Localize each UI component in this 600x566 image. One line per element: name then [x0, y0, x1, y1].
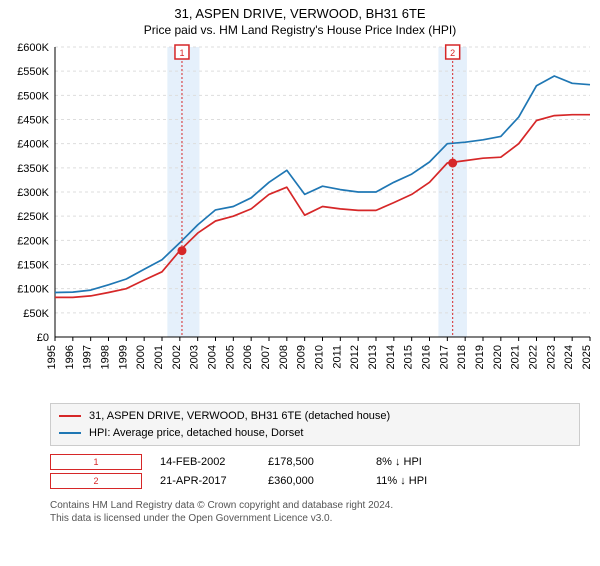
- svg-text:2009: 2009: [296, 345, 308, 369]
- svg-text:2005: 2005: [224, 345, 236, 369]
- sales-table: 1 14-FEB-2002 £178,500 8% ↓ HPI 2 21-APR…: [50, 454, 580, 489]
- sale-marker-icon: 1: [50, 454, 142, 470]
- svg-text:1998: 1998: [100, 345, 112, 369]
- svg-text:2023: 2023: [545, 345, 557, 369]
- svg-text:£0: £0: [37, 332, 49, 344]
- legend-swatch: [59, 432, 81, 434]
- svg-text:2017: 2017: [438, 345, 450, 369]
- svg-text:£300K: £300K: [17, 187, 49, 199]
- svg-text:2019: 2019: [474, 345, 486, 369]
- svg-text:2003: 2003: [189, 345, 201, 369]
- svg-text:£550K: £550K: [17, 66, 49, 78]
- sale-price: £360,000: [268, 475, 358, 487]
- legend-label: HPI: Average price, detached house, Dors…: [89, 425, 303, 442]
- svg-text:£400K: £400K: [17, 139, 49, 151]
- svg-text:£250K: £250K: [17, 211, 49, 223]
- svg-text:2012: 2012: [349, 345, 361, 369]
- svg-text:2015: 2015: [403, 345, 415, 369]
- sale-marker-icon: 2: [50, 473, 142, 489]
- sale-price: £178,500: [268, 456, 358, 468]
- svg-text:1995: 1995: [46, 345, 58, 369]
- legend-item-hpi: HPI: Average price, detached house, Dors…: [59, 425, 571, 442]
- svg-text:2001: 2001: [153, 345, 165, 369]
- svg-text:2014: 2014: [385, 345, 397, 369]
- svg-text:2024: 2024: [563, 345, 575, 369]
- sale-delta: 11% ↓ HPI: [376, 475, 466, 487]
- svg-text:£350K: £350K: [17, 163, 49, 175]
- sale-date: 14-FEB-2002: [160, 456, 250, 468]
- svg-text:£200K: £200K: [17, 235, 49, 247]
- svg-text:2004: 2004: [207, 345, 219, 369]
- legend-item-property: 31, ASPEN DRIVE, VERWOOD, BH31 6TE (deta…: [59, 408, 571, 425]
- svg-text:2020: 2020: [492, 345, 504, 369]
- sale-delta: 8% ↓ HPI: [376, 456, 466, 468]
- svg-text:£600K: £600K: [17, 42, 49, 54]
- svg-text:2: 2: [450, 48, 455, 58]
- svg-text:2018: 2018: [456, 345, 468, 369]
- svg-text:2025: 2025: [581, 345, 593, 369]
- svg-text:1: 1: [179, 48, 184, 58]
- svg-text:2006: 2006: [242, 345, 254, 369]
- svg-text:2022: 2022: [528, 345, 540, 369]
- legend: 31, ASPEN DRIVE, VERWOOD, BH31 6TE (deta…: [50, 403, 580, 446]
- legend-swatch: [59, 415, 81, 417]
- svg-text:2021: 2021: [510, 345, 522, 369]
- sale-row: 2 21-APR-2017 £360,000 11% ↓ HPI: [50, 473, 580, 489]
- page-subtitle: Price paid vs. HM Land Registry's House …: [0, 23, 600, 37]
- svg-text:1999: 1999: [117, 345, 129, 369]
- svg-text:2016: 2016: [421, 345, 433, 369]
- svg-text:2008: 2008: [278, 345, 290, 369]
- legend-label: 31, ASPEN DRIVE, VERWOOD, BH31 6TE (deta…: [89, 408, 390, 425]
- svg-text:2000: 2000: [135, 345, 147, 369]
- sale-date: 21-APR-2017: [160, 475, 250, 487]
- svg-text:1996: 1996: [64, 345, 76, 369]
- svg-text:2011: 2011: [331, 345, 343, 369]
- svg-text:2007: 2007: [260, 345, 272, 369]
- footer-line: Contains HM Land Registry data © Crown c…: [50, 499, 580, 512]
- svg-text:£150K: £150K: [17, 260, 49, 272]
- svg-text:£100K: £100K: [17, 284, 49, 296]
- svg-text:£50K: £50K: [23, 308, 49, 320]
- footer-line: This data is licensed under the Open Gov…: [50, 512, 580, 525]
- svg-text:2002: 2002: [171, 345, 183, 369]
- svg-text:2013: 2013: [367, 345, 379, 369]
- chart-container: £0 £50K £100K £150K £200K £250K £300K £350K £400…: [0, 37, 600, 397]
- svg-text:£450K: £450K: [17, 115, 49, 127]
- footer-attribution: Contains HM Land Registry data © Crown c…: [50, 499, 580, 525]
- svg-text:2010: 2010: [314, 345, 326, 369]
- svg-text:£500K: £500K: [17, 90, 49, 102]
- price-chart: £0 £50K £100K £150K £200K £250K £300K £350K £400…: [0, 37, 600, 397]
- page-title: 31, ASPEN DRIVE, VERWOOD, BH31 6TE: [0, 6, 600, 21]
- sale-row: 1 14-FEB-2002 £178,500 8% ↓ HPI: [50, 454, 580, 470]
- svg-text:1997: 1997: [82, 345, 94, 369]
